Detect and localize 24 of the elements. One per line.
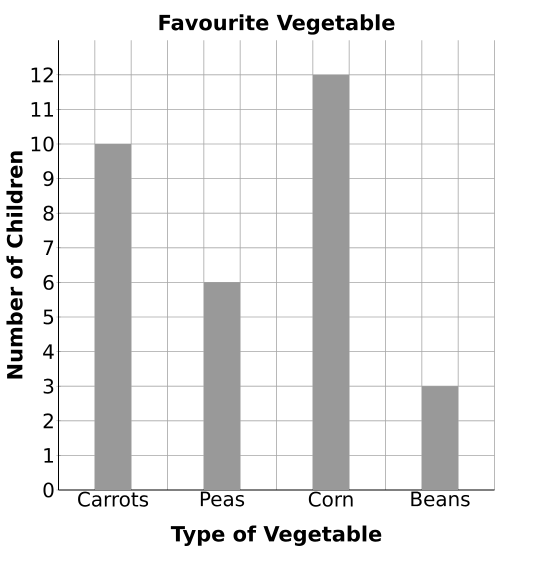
y-tick-label: 5 [44, 310, 54, 324]
y-tick-label: 3 [44, 378, 54, 394]
y-tick-label: 7 [44, 240, 54, 256]
y-tick-label: 10 [32, 136, 54, 152]
y-tick-label: 11 [32, 102, 54, 117]
bar [422, 386, 458, 490]
y-tick-label: 1 [44, 448, 54, 463]
x-axis-title: Type of Vegetable [170, 526, 382, 546]
y-tick-label: 0 [43, 482, 54, 498]
y-tick-label: 2 [44, 413, 53, 428]
chart-title: Favourite Vegetable [159, 14, 394, 35]
y-tick-label: 8 [44, 206, 54, 221]
y-tick-label: 9 [43, 171, 54, 186]
bar [95, 144, 131, 490]
y-tick-label: 4 [43, 344, 54, 359]
x-tick-label: Beans [411, 492, 470, 506]
y-tick-label: 6 [44, 274, 54, 290]
y-tick-label: 12 [32, 67, 53, 82]
x-tick-label: Carrots [78, 492, 148, 507]
x-tick-label: Peas [200, 492, 244, 506]
y-axis-title: Number of Children [6, 151, 23, 379]
bar [313, 74, 350, 490]
bar [204, 282, 240, 490]
x-tick-label: Corn [308, 492, 353, 507]
